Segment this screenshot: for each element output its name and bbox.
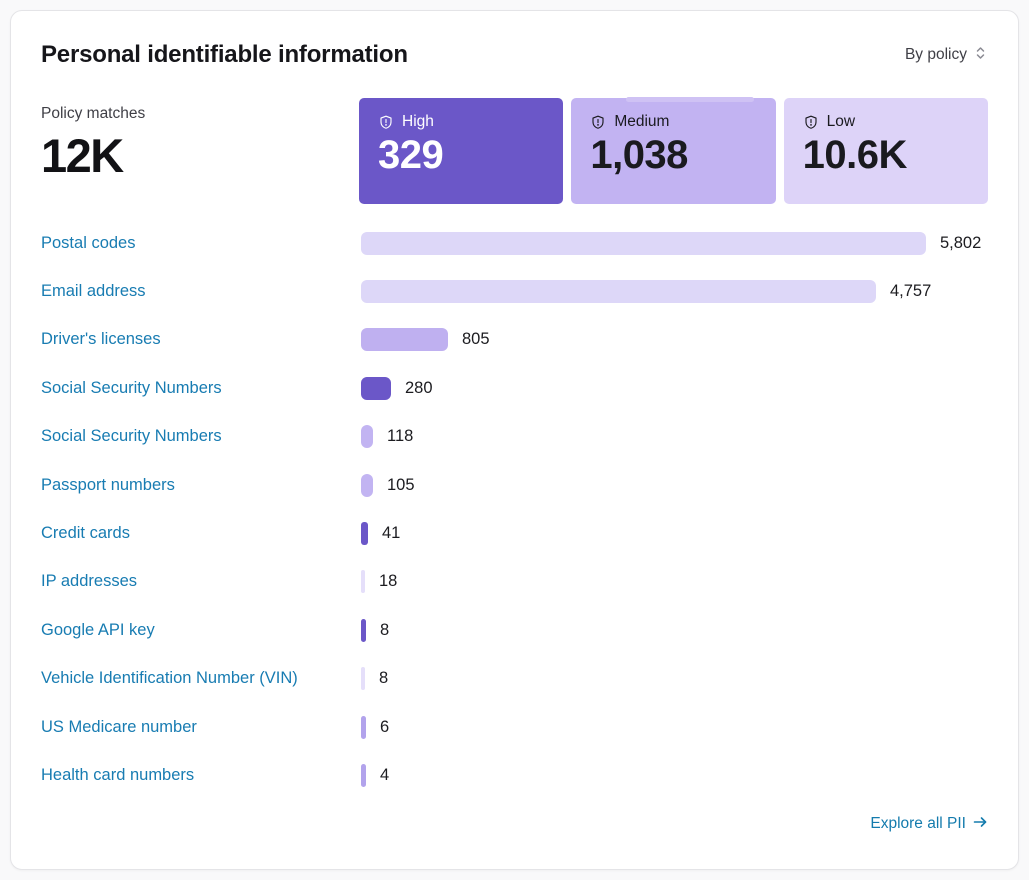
severity-value: 1,038 <box>590 133 688 177</box>
pii-row: Vehicle Identification Number (VIN) 8 <box>41 655 988 703</box>
severity-label: High <box>402 113 434 130</box>
arrow-right-icon <box>973 815 988 834</box>
severity-value: 10.6K <box>802 133 908 177</box>
card-header: Personal identifiable information By pol… <box>41 41 988 69</box>
severity-cards: High 329 Medium 1,038 Lo <box>359 98 988 204</box>
pii-bar[interactable] <box>361 667 365 691</box>
pii-category-link[interactable]: Driver's licenses <box>41 330 161 349</box>
pii-bar[interactable] <box>361 280 876 304</box>
pii-row: Credit cards 41 <box>41 509 988 557</box>
policy-matches-summary: Policy matches 12K <box>41 98 359 204</box>
pii-category-link[interactable]: US Medicare number <box>41 717 197 736</box>
pii-count: 4,757 <box>890 282 932 301</box>
policy-matches-value: 12K <box>41 129 124 182</box>
pii-count: 5,802 <box>940 233 982 252</box>
pii-bar[interactable] <box>361 231 926 255</box>
pii-row: Driver's licenses 805 <box>41 316 988 364</box>
pii-card: Personal identifiable information By pol… <box>10 10 1019 870</box>
pii-category-link[interactable]: Credit cards <box>41 524 130 543</box>
card-footer: Explore all PII <box>41 815 988 834</box>
severity-label: Medium <box>614 113 670 130</box>
shield-alert-icon <box>803 114 819 131</box>
pii-bar[interactable] <box>361 376 391 400</box>
carousel-scroll-indicator <box>626 97 754 102</box>
pii-bar[interactable] <box>361 763 366 787</box>
severity-card-high[interactable]: High 329 <box>359 98 564 204</box>
pii-count: 8 <box>379 669 389 688</box>
severity-card-medium[interactable]: Medium 1,038 <box>571 98 776 204</box>
pii-count: 280 <box>405 378 433 397</box>
pii-bar[interactable] <box>361 618 366 642</box>
pii-count: 118 <box>387 427 414 446</box>
page-title: Personal identifiable information <box>41 41 408 68</box>
pii-category-link[interactable]: Passport numbers <box>41 475 175 494</box>
severity-label: Low <box>826 113 856 130</box>
pii-bar[interactable] <box>361 425 373 449</box>
pii-count: 805 <box>462 330 490 349</box>
pii-category-link[interactable]: Social Security Numbers <box>41 378 222 397</box>
pii-count: 4 <box>380 765 390 784</box>
pii-category-link[interactable]: Vehicle Identification Number (VIN) <box>41 669 298 688</box>
severity-value: 329 <box>378 133 444 177</box>
pii-count: 41 <box>382 524 401 543</box>
by-policy-select[interactable]: By policy <box>905 46 988 65</box>
pii-bar[interactable] <box>361 715 366 739</box>
pii-count: 105 <box>387 475 415 494</box>
pii-bar[interactable] <box>361 522 368 546</box>
pii-category-link[interactable]: IP addresses <box>41 572 138 591</box>
pii-row: Email address 4,757 <box>41 267 988 315</box>
by-policy-label: By policy <box>904 46 967 63</box>
shield-alert-icon <box>378 114 394 131</box>
pii-count: 8 <box>380 620 390 639</box>
shield-alert-icon <box>590 114 606 131</box>
policy-matches-label: Policy matches <box>41 105 146 122</box>
pii-category-link[interactable]: Email address <box>41 282 146 301</box>
pii-row: IP addresses 18 <box>41 558 988 606</box>
pii-bar-list: Postal codes 5,802 Email address 4,757 D… <box>41 219 988 800</box>
pii-row: Health card numbers 4 <box>41 751 988 799</box>
pii-category-link[interactable]: Google API key <box>41 620 155 639</box>
pii-row: Social Security Numbers 118 <box>41 413 988 461</box>
pii-category-link[interactable]: Postal codes <box>41 233 136 252</box>
chevron-up-down-icon <box>975 46 986 65</box>
pii-row: US Medicare number 6 <box>41 703 988 751</box>
pii-row: Postal codes 5,802 <box>41 219 988 267</box>
pii-bar[interactable] <box>361 570 365 594</box>
severity-section: Policy matches 12K High 329 <box>41 98 988 204</box>
pii-count: 18 <box>379 572 398 591</box>
pii-row: Google API key 8 <box>41 606 988 654</box>
pii-category-link[interactable]: Social Security Numbers <box>41 427 222 446</box>
pii-row: Social Security Numbers 280 <box>41 364 988 412</box>
pii-bar[interactable] <box>361 328 448 352</box>
explore-all-pii-link[interactable]: Explore all PII <box>870 815 988 834</box>
pii-category-link[interactable]: Health card numbers <box>41 765 195 784</box>
pii-row: Passport numbers 105 <box>41 461 988 509</box>
pii-count: 6 <box>380 717 390 736</box>
explore-all-pii-label: Explore all PII <box>870 815 966 833</box>
pii-bar[interactable] <box>361 473 373 497</box>
severity-card-low[interactable]: Low 10.6K <box>783 98 988 204</box>
